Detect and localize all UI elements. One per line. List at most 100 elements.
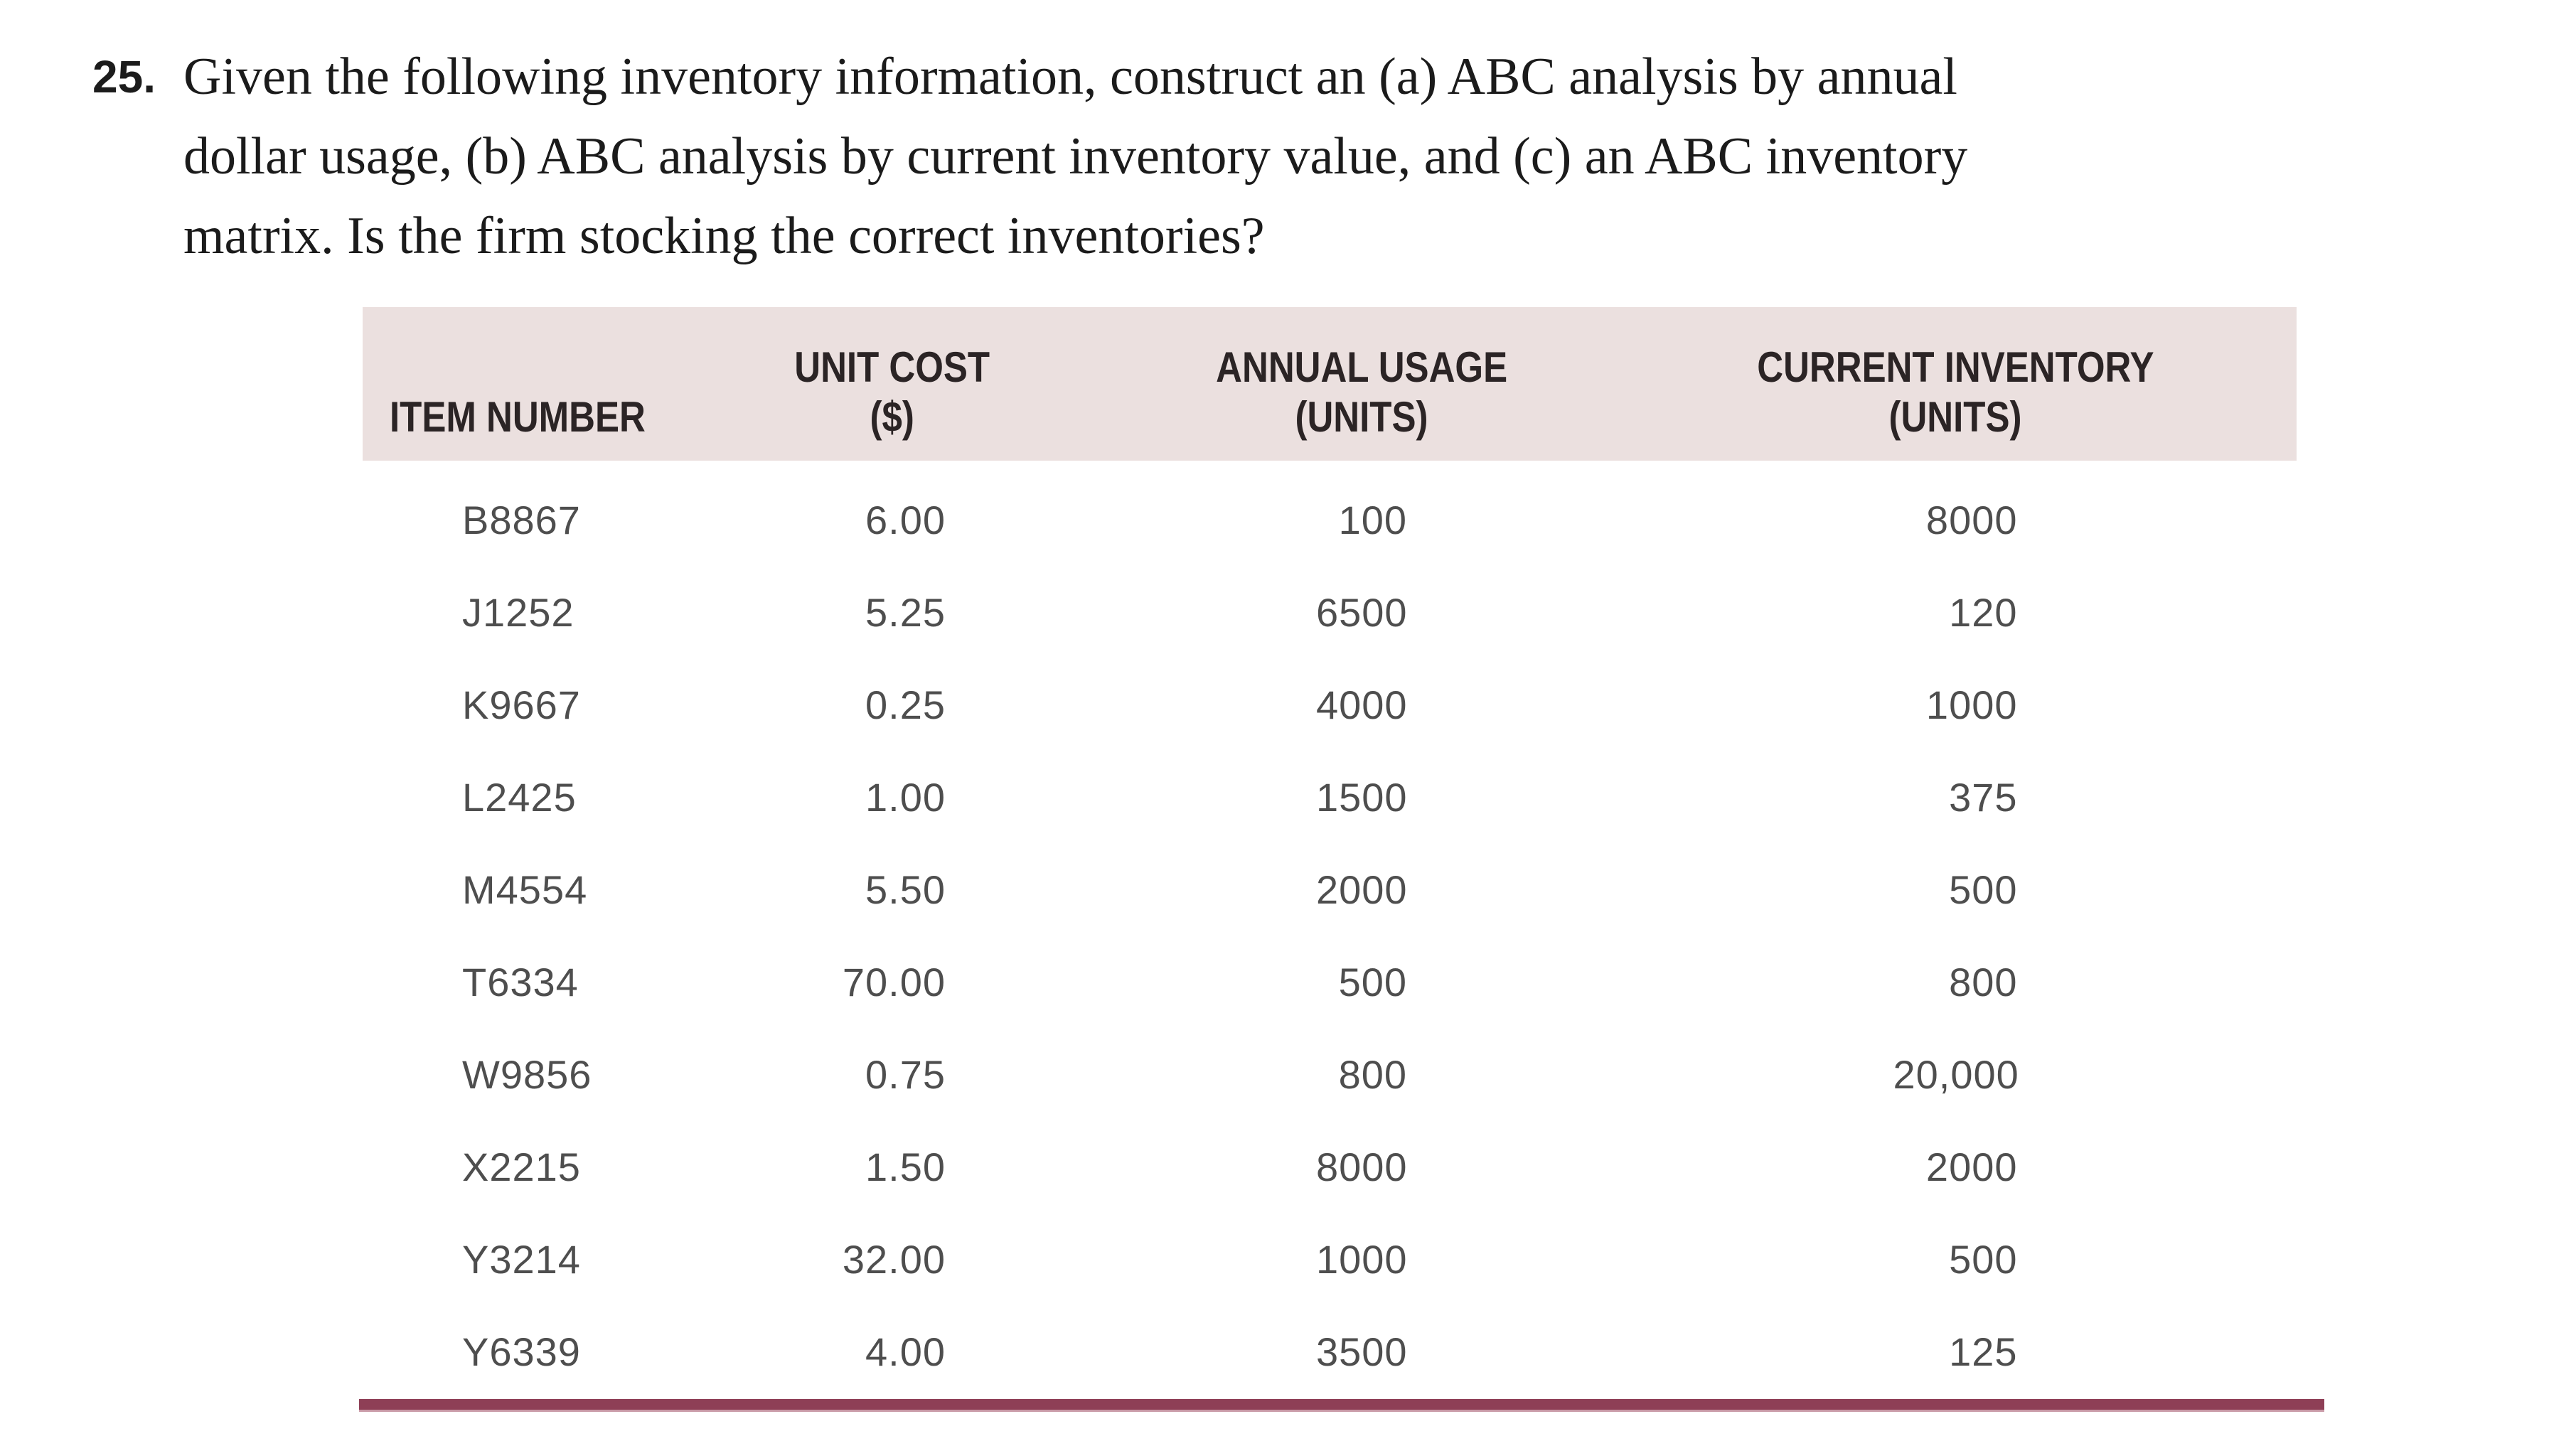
current-inventory-cell: 8000 xyxy=(1657,497,2297,543)
annual-usage-cell: 3500 xyxy=(1067,1329,1657,1375)
problem-line-3: matrix. Is the firm stocking the correct… xyxy=(183,207,1265,265)
header-label-unit-cost-units: ($) xyxy=(870,393,915,441)
cell-value: 800 xyxy=(1338,1051,1407,1097)
current-inventory-cell: 1000 xyxy=(1657,682,2297,728)
current-inventory-cell: 2000 xyxy=(1657,1144,2297,1190)
table-row: W9856 0.75 800 20,000 xyxy=(363,1028,2297,1120)
cell-value: 1000 xyxy=(1925,682,2018,727)
cell-value: 1500 xyxy=(1316,774,1408,820)
cell-value: 800 xyxy=(1949,959,2018,1004)
cell-value: 0.25 xyxy=(865,682,946,727)
table-row: M4554 5.50 2000 500 xyxy=(363,843,2297,936)
column-header-item-number: ITEM NUMBER xyxy=(363,307,718,461)
cell-value: 6.00 xyxy=(865,497,946,542)
item-number-cell: X2215 xyxy=(462,1144,581,1189)
problem-line-2: dollar usage, (b) ABC analysis by curren… xyxy=(183,127,1968,186)
problem-line-1: Given the following inventory informatio… xyxy=(183,48,1957,106)
annual-usage-cell: 800 xyxy=(1067,1051,1657,1098)
annual-usage-cell: 6500 xyxy=(1067,589,1657,636)
cell-value: 1.00 xyxy=(865,774,946,820)
problem-text: Given the following inventory informatio… xyxy=(183,37,1967,276)
annual-usage-cell: 100 xyxy=(1067,497,1657,543)
current-inventory-cell: 800 xyxy=(1657,959,2297,1005)
header-label-current-inventory-units: (UNITS) xyxy=(1888,393,2022,441)
item-number-cell: T6334 xyxy=(462,959,579,1004)
item-number-cell: B8867 xyxy=(462,497,581,542)
unit-cost-cell: 4.00 xyxy=(718,1329,1067,1375)
cell-value: 2000 xyxy=(1925,1144,2018,1189)
cell-value: 500 xyxy=(1949,867,2018,912)
item-number-cell: J1252 xyxy=(462,589,574,635)
current-inventory-cell: 125 xyxy=(1657,1329,2297,1375)
cell-value: 70.00 xyxy=(842,959,946,1004)
cell-value: 5.50 xyxy=(865,867,946,912)
table-row: K9667 0.25 4000 1000 xyxy=(363,658,2297,751)
unit-cost-cell: 0.25 xyxy=(718,682,1067,728)
cell-value: 2000 xyxy=(1316,867,1408,912)
table-row: Y6339 4.00 3500 125 xyxy=(363,1305,2297,1398)
cell-value: 6500 xyxy=(1316,589,1408,635)
annual-usage-cell: 8000 xyxy=(1067,1144,1657,1190)
cell-value: 3500 xyxy=(1316,1329,1408,1374)
cell-value: 0.75 xyxy=(865,1051,946,1097)
item-number-cell: L2425 xyxy=(462,774,577,820)
current-inventory-cell: 500 xyxy=(1657,1236,2297,1282)
header-label-unit-cost: UNIT COST xyxy=(794,343,990,391)
cell-value: 8000 xyxy=(1316,1144,1408,1189)
unit-cost-cell: 0.75 xyxy=(718,1051,1067,1098)
problem-statement: 25. Given the following inventory inform… xyxy=(92,37,1967,276)
cell-value: 1.50 xyxy=(865,1144,946,1189)
cell-value: 100 xyxy=(1338,497,1407,542)
annual-usage-cell: 1000 xyxy=(1067,1236,1657,1282)
cell-value: 4000 xyxy=(1316,682,1408,727)
cell-value: 125 xyxy=(1949,1329,2018,1374)
current-inventory-cell: 120 xyxy=(1657,589,2297,636)
table-bottom-rule xyxy=(359,1399,2324,1412)
item-number-cell: Y3214 xyxy=(462,1236,581,1282)
unit-cost-cell: 1.50 xyxy=(718,1144,1067,1190)
annual-usage-cell: 4000 xyxy=(1067,682,1657,728)
unit-cost-cell: 1.00 xyxy=(718,774,1067,820)
item-number-cell: Y6339 xyxy=(462,1329,581,1374)
item-number-cell: M4554 xyxy=(462,867,588,912)
problem-number: 25. xyxy=(92,51,156,102)
cell-value: 20,000 xyxy=(1893,1051,2019,1097)
current-inventory-cell: 500 xyxy=(1657,867,2297,913)
unit-cost-cell: 6.00 xyxy=(718,497,1067,543)
cell-value: 8000 xyxy=(1925,497,2018,542)
table-row: L2425 1.00 1500 375 xyxy=(363,751,2297,843)
table-row: X2215 1.50 8000 2000 xyxy=(363,1120,2297,1213)
cell-value: 1000 xyxy=(1316,1236,1408,1282)
table-row: J1252 5.25 6500 120 xyxy=(363,566,2297,658)
column-header-annual-usage: ANNUAL USAGE (UNITS) xyxy=(1067,307,1657,461)
column-header-current-inventory: CURRENT INVENTORY (UNITS) xyxy=(1657,307,2297,461)
cell-value: 5.25 xyxy=(865,589,946,635)
current-inventory-cell: 375 xyxy=(1657,774,2297,820)
table-row: Y3214 32.00 1000 500 xyxy=(363,1213,2297,1305)
unit-cost-cell: 5.25 xyxy=(718,589,1067,636)
item-number-cell: W9856 xyxy=(462,1051,592,1097)
cell-value: 500 xyxy=(1949,1236,2018,1282)
cell-value: 32.00 xyxy=(842,1236,946,1282)
current-inventory-cell: 20,000 xyxy=(1657,1051,2297,1098)
table-body: B8867 6.00 100 8000 J1252 5.25 6500 120 … xyxy=(363,461,2297,1398)
cell-value: 4.00 xyxy=(865,1329,946,1374)
unit-cost-cell: 5.50 xyxy=(718,867,1067,913)
column-header-unit-cost: UNIT COST ($) xyxy=(718,307,1067,461)
unit-cost-cell: 32.00 xyxy=(718,1236,1067,1282)
table-header-row: ITEM NUMBER UNIT COST ($) ANNUAL USAGE (… xyxy=(363,307,2297,461)
item-number-cell: K9667 xyxy=(462,682,581,727)
inventory-table: ITEM NUMBER UNIT COST ($) ANNUAL USAGE (… xyxy=(359,307,2324,1412)
header-label-current-inventory: CURRENT INVENTORY xyxy=(1756,343,2154,391)
header-label-item-number: ITEM NUMBER xyxy=(390,393,646,441)
cell-value: 120 xyxy=(1949,589,2018,635)
unit-cost-cell: 70.00 xyxy=(718,959,1067,1005)
header-label-annual-usage: ANNUAL USAGE xyxy=(1216,343,1507,391)
cell-value: 500 xyxy=(1338,959,1407,1004)
annual-usage-cell: 1500 xyxy=(1067,774,1657,820)
table-row: B8867 6.00 100 8000 xyxy=(363,473,2297,566)
annual-usage-cell: 2000 xyxy=(1067,867,1657,913)
cell-value: 375 xyxy=(1949,774,2018,820)
table-row: T6334 70.00 500 800 xyxy=(363,936,2297,1028)
header-label-annual-usage-units: (UNITS) xyxy=(1295,393,1428,441)
